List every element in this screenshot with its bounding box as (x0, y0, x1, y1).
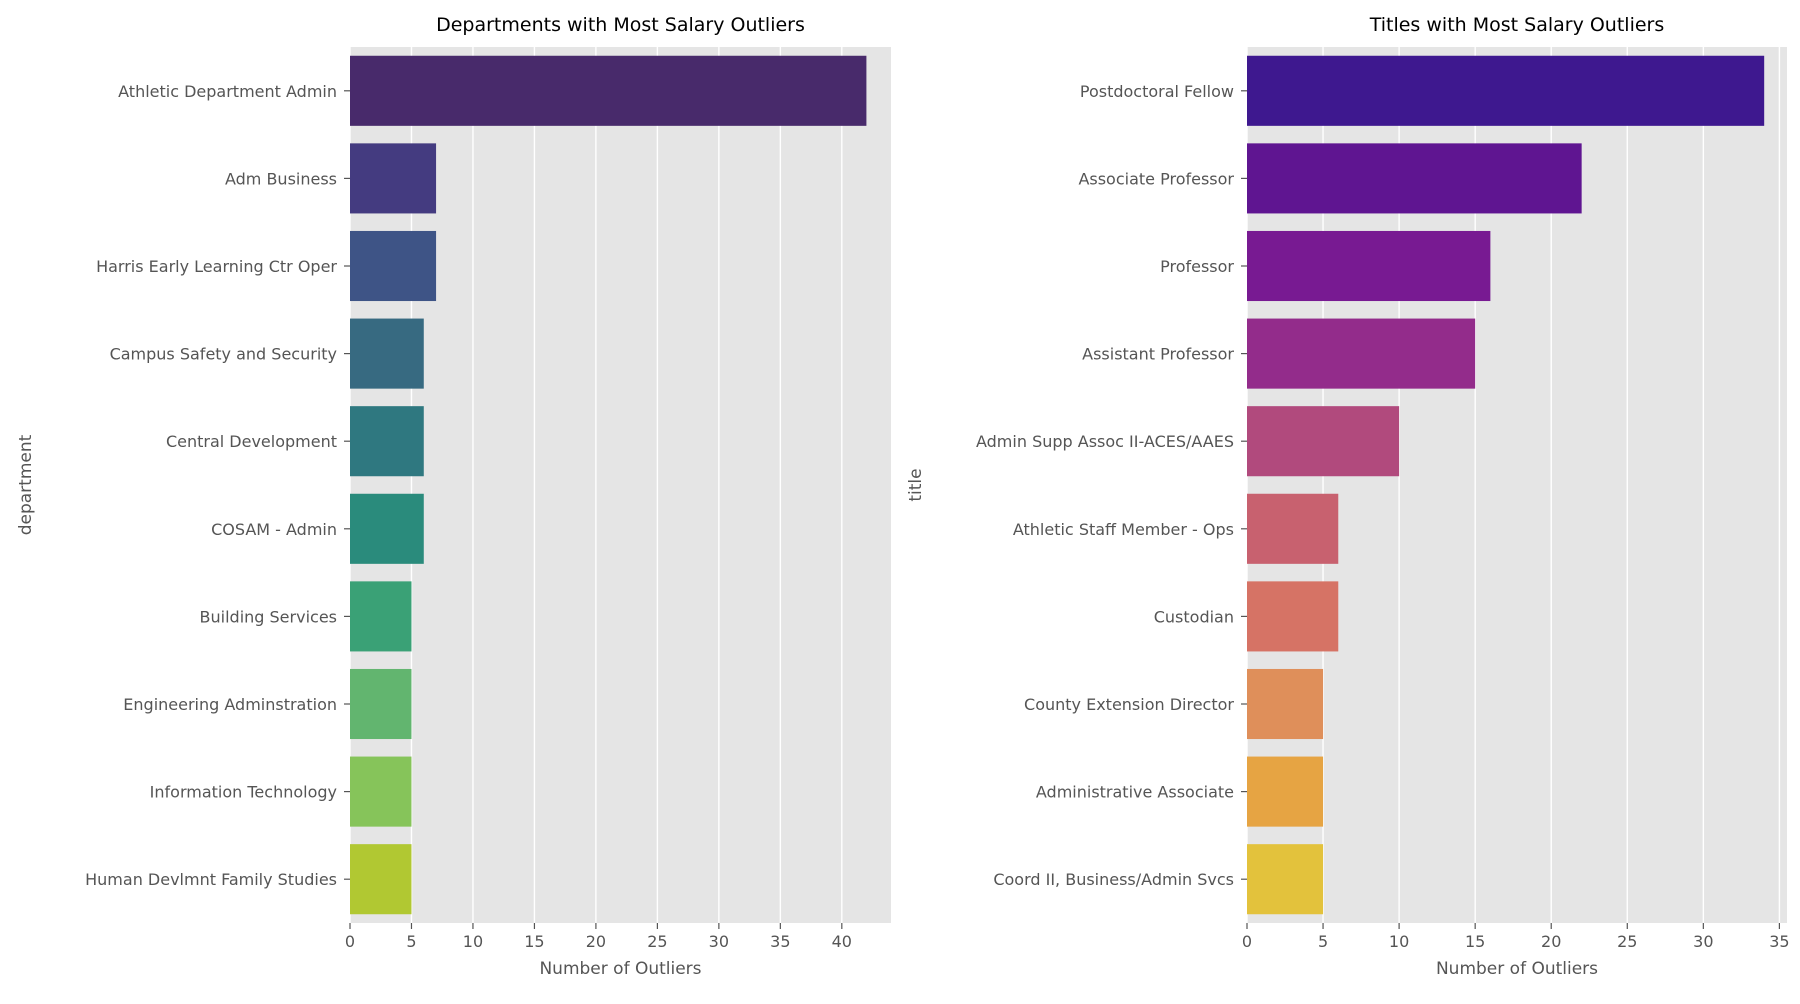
bar (1247, 844, 1324, 915)
y-tick-label: Coord II, Business/Admin Svcs (993, 870, 1234, 889)
bar (350, 230, 437, 302)
bar (1247, 581, 1339, 652)
x-tick-label: 5 (406, 932, 416, 951)
y-tick-label: Associate Professor (1078, 169, 1234, 188)
y-tick-label: Building Services (200, 607, 337, 626)
x-tick-label: 10 (463, 932, 483, 951)
bar (1247, 406, 1400, 477)
x-tick-label: 15 (1465, 932, 1485, 951)
chart-panel-1: 0 5 10 15 20 25 30 35 40 Athletic Department Admi… (16, 14, 891, 979)
x-tick-label: 20 (1541, 932, 1561, 951)
bar (350, 668, 412, 740)
chart-title: Departments with Most Salary Outliers (436, 14, 805, 36)
y-tick-label: County Extension Director (1024, 695, 1234, 714)
y-tick-label: Harris Early Learning Ctr Oper (96, 257, 337, 276)
y-tick-label: Postdoctoral Fellow (1080, 82, 1234, 101)
bar (1247, 318, 1476, 389)
y-tick-label: Athletic Staff Member - Ops (1013, 520, 1234, 539)
bar (350, 318, 424, 389)
y-tick-label: Admin Supp Assoc II-ACES/AAES (976, 432, 1234, 451)
y-tick-label: Professor (1160, 257, 1234, 276)
x-axis-label: Number of Outliers (539, 959, 701, 979)
x-tick-label: 20 (586, 932, 606, 951)
x-tick-label: 35 (770, 932, 790, 951)
bar (350, 756, 412, 827)
chart-panel-2: 0 5 10 15 20 25 30 35 Postdoctoral Fellow Associa… (906, 14, 1790, 979)
x-tick-label: 15 (524, 932, 544, 951)
x-tick-label: 5 (1318, 932, 1328, 951)
bar (350, 406, 424, 477)
bar (1247, 668, 1324, 740)
x-tick-label: 10 (1389, 932, 1409, 951)
x-tick-label: 30 (709, 932, 729, 951)
x-tick-label: 35 (1769, 932, 1789, 951)
x-tick-label: 30 (1693, 932, 1713, 951)
chart-title: Titles with Most Salary Outliers (1369, 14, 1665, 36)
bar (1247, 756, 1324, 827)
y-axis-label: title (906, 468, 926, 501)
y-tick-label: Adm Business (225, 169, 337, 188)
y-tick-label: Campus Safety and Security (110, 345, 337, 364)
x-axis-label: Number of Outliers (1436, 959, 1598, 979)
y-tick-label: Engineering Adminstration (123, 695, 337, 714)
y-tick-label: Assistant Professor (1082, 345, 1234, 364)
y-tick-label: Administrative Associate (1036, 783, 1234, 802)
y-tick-label: Information Technology (150, 783, 337, 802)
y-tick-label: Human Devlmnt Family Studies (85, 870, 337, 889)
plot-background (350, 47, 891, 923)
bar (1247, 55, 1765, 126)
bar (350, 143, 437, 214)
bar (1247, 493, 1339, 564)
x-tick-label: 40 (832, 932, 852, 951)
bar (1247, 143, 1582, 214)
bar (350, 581, 412, 652)
bar (1247, 230, 1491, 302)
y-axis-label: department (16, 434, 36, 535)
bar (350, 55, 867, 126)
y-tick-label: Custodian (1154, 607, 1234, 626)
x-tick-label: 0 (1242, 932, 1252, 951)
x-tick-label: 25 (647, 932, 667, 951)
y-tick-label: Athletic Department Admin (118, 82, 337, 101)
y-tick-label: COSAM - Admin (211, 520, 337, 539)
bar (350, 493, 424, 564)
bar (350, 844, 412, 915)
y-tick-label: Central Development (166, 432, 337, 451)
x-tick-label: 25 (1617, 932, 1637, 951)
x-tick-label: 0 (345, 932, 355, 951)
